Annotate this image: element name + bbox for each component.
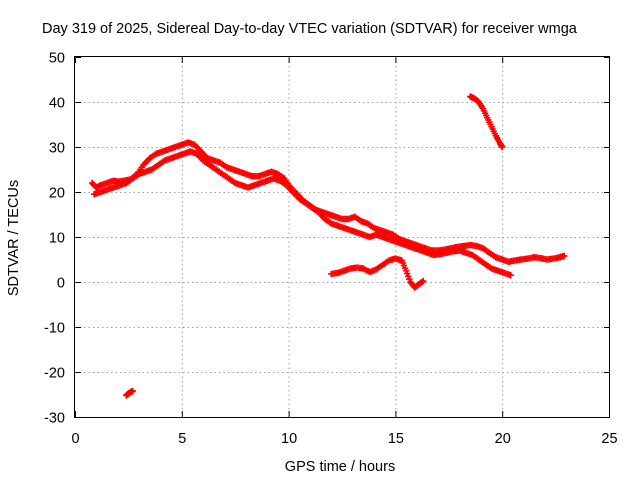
x-tick-label: 20 [495,431,511,447]
x-tick-label: 10 [281,431,297,447]
y-axis-label: SDTVAR / TECUs [6,180,22,296]
lower-arc-point [419,277,427,285]
y-tick-label: 20 [49,186,65,202]
outlier-point [129,387,136,395]
y-tick-label: 30 [49,141,65,157]
y-tick-label: -10 [44,321,65,337]
y-tick-labels: -30 -20 -10 0 10 20 30 40 50 [44,51,65,427]
x-tick-label: 0 [71,431,79,447]
chart-title: Day 319 of 2025, Sidereal Day-to-day VTE… [42,21,578,37]
y-tick-label: -20 [44,366,65,382]
x-axis-label: GPS time / hours [285,459,395,475]
y-tick-label: -30 [44,411,65,427]
x-tick-label: 5 [178,431,186,447]
lower-track-point [507,272,514,279]
y-tick-label: 10 [49,231,65,247]
y-tick-label: 40 [49,96,65,112]
plot-frame [74,56,610,418]
y-tick-label: 0 [57,276,65,292]
x-tick-label: 15 [388,431,404,447]
x-tick-labels: 0 5 10 15 20 25 [71,431,617,447]
y-tick-label: 50 [49,51,65,67]
upper-arc-point [499,143,506,151]
axis-ticks [75,57,610,418]
grid-lines [75,57,609,417]
x-tick-label: 25 [601,431,617,447]
main-track-point [560,252,568,260]
data-points [88,93,568,399]
